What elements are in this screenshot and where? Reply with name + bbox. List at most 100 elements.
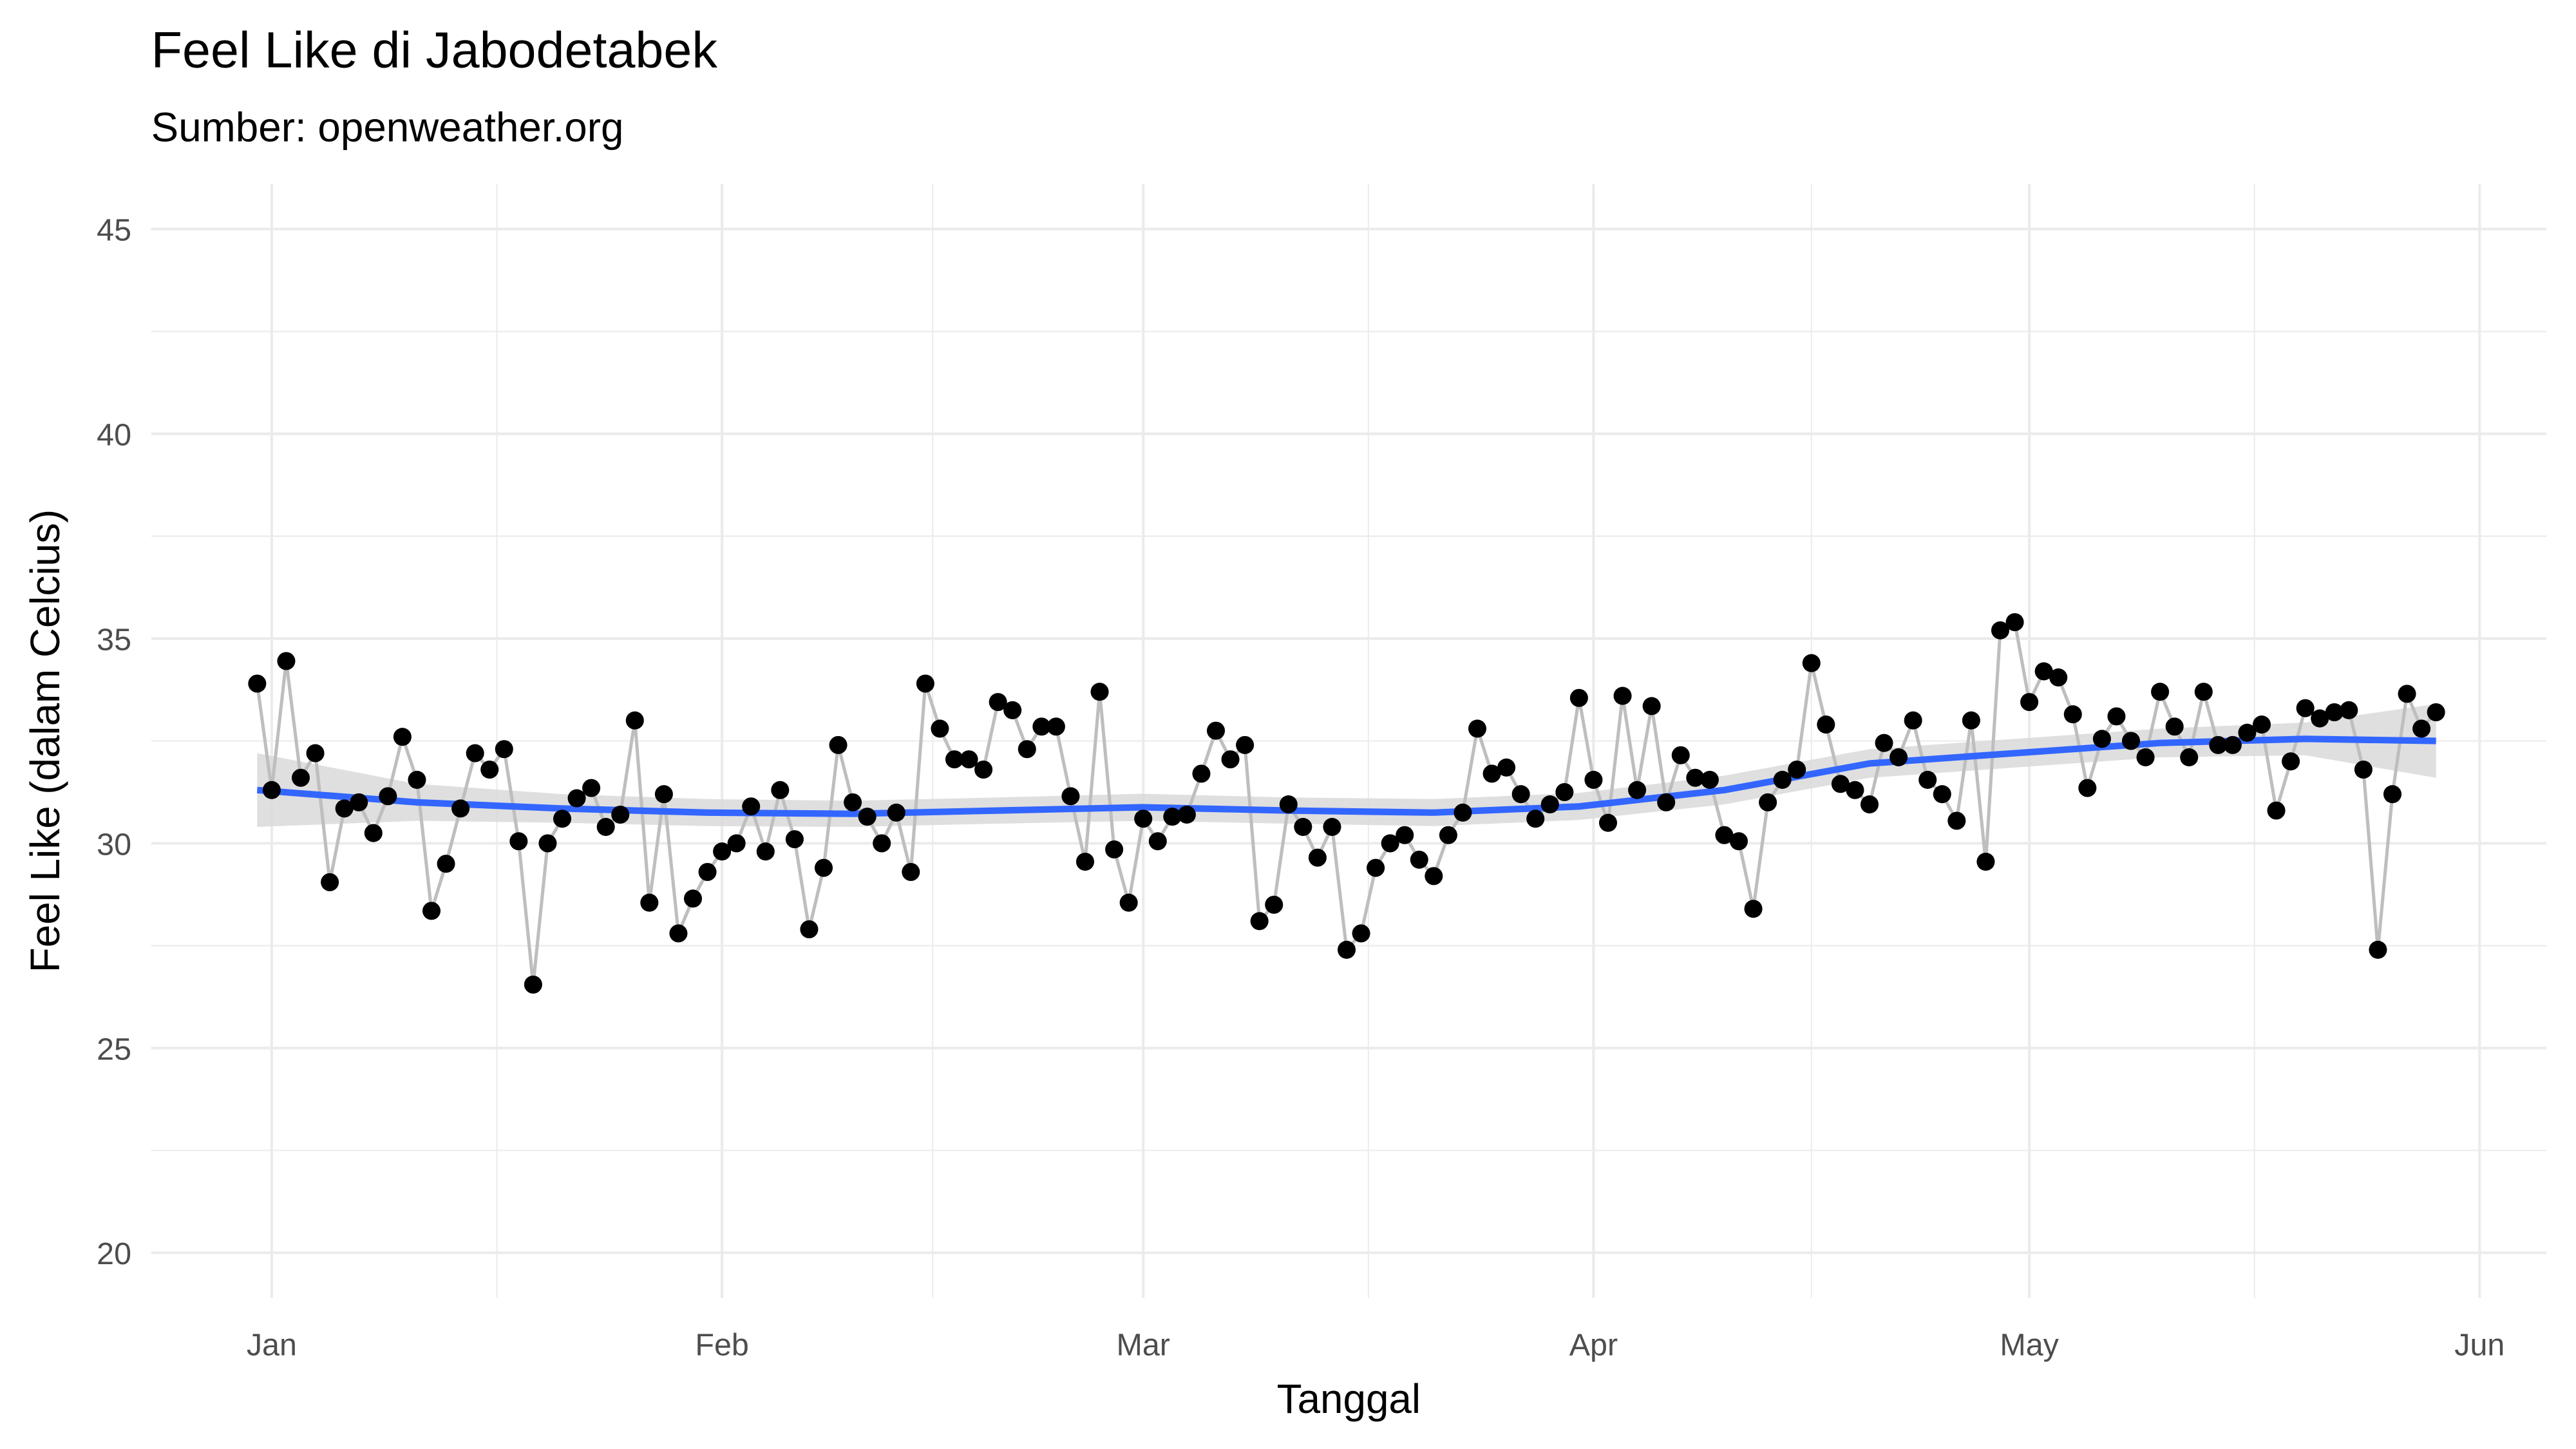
data-point [2354, 760, 2372, 779]
data-point [1569, 688, 1588, 707]
data-point [2325, 703, 2344, 722]
data-point [974, 760, 993, 779]
smooth-line [256, 735, 2436, 817]
data-point [2369, 940, 2387, 959]
data-point [2020, 693, 2039, 712]
data-point [1381, 834, 1399, 853]
data-point [654, 785, 673, 804]
data-point [1817, 715, 1835, 734]
data-point [640, 893, 659, 912]
data-point [800, 920, 819, 939]
data-point [2340, 701, 2358, 719]
data-point [393, 728, 412, 746]
data-point [945, 750, 964, 769]
data-point [2252, 715, 2271, 734]
data-point [1671, 746, 1690, 764]
data-point [538, 834, 557, 853]
data-point [1090, 683, 1109, 701]
data-point [1323, 818, 1341, 837]
data-point [1831, 775, 1850, 793]
data-point [2398, 685, 2416, 703]
x-tick-label: May [2000, 1328, 2059, 1363]
data-point [916, 674, 934, 693]
data-point [713, 842, 732, 861]
data-point [2267, 801, 2286, 820]
data-point [1279, 795, 1298, 814]
data-point [1308, 848, 1327, 867]
data-point [2151, 683, 2170, 701]
data-point [2180, 748, 2199, 766]
data-point [1657, 793, 1676, 811]
y-tick-label: 35 [97, 622, 131, 657]
data-point [1163, 808, 1182, 826]
data-point [2063, 705, 2082, 724]
data-point [582, 779, 601, 797]
data-point [611, 805, 630, 824]
data-point [480, 760, 499, 779]
data-point [596, 818, 615, 837]
x-tick-label: Apr [1569, 1328, 1618, 1363]
data-point [1991, 621, 2010, 639]
data-point [1454, 803, 1472, 822]
data-point [1337, 940, 1356, 959]
data-point [683, 889, 703, 908]
data-point [2078, 779, 2097, 797]
data-point [248, 674, 267, 693]
data-point [2238, 723, 2257, 742]
data-point [1192, 764, 1211, 783]
data-point [698, 862, 717, 882]
data-point [1105, 840, 1124, 859]
data-point [1367, 858, 1385, 877]
data-point [887, 803, 905, 822]
data-point [1352, 924, 1370, 943]
data-point [2034, 662, 2053, 681]
data-point [844, 793, 862, 811]
data-point [2092, 730, 2111, 748]
data-point [306, 744, 325, 762]
data-point [466, 744, 484, 762]
data-point [1686, 768, 1705, 787]
confidence-band [257, 704, 2436, 828]
data-point [451, 799, 470, 818]
data-point [989, 693, 1007, 712]
data-point [1715, 826, 1734, 844]
data-point [1628, 781, 1647, 799]
data-point [2049, 668, 2068, 687]
data-point [2209, 735, 2228, 754]
data-point [2107, 707, 2126, 726]
data-point [2383, 785, 2402, 804]
data-point [364, 824, 383, 842]
data-point [902, 862, 920, 882]
data-point [1700, 770, 1719, 789]
x-tick-label: Feb [695, 1328, 749, 1363]
data-point [1032, 717, 1051, 736]
data-point [1236, 735, 1255, 754]
data-point [495, 740, 513, 759]
data-point [1875, 734, 1893, 752]
data-point [814, 858, 833, 877]
data-point [1642, 697, 1661, 715]
data-point [1962, 711, 1980, 730]
data-point [1468, 719, 1487, 738]
data-point [1046, 717, 1065, 736]
data-point [625, 711, 644, 730]
y-tick-label: 30 [97, 827, 131, 862]
data-point [1555, 782, 1574, 802]
data-point [1265, 895, 1283, 914]
data-point [742, 797, 761, 816]
data-point [509, 832, 528, 851]
data-point [1918, 770, 1937, 789]
data-point [1482, 764, 1501, 783]
data-point [960, 750, 978, 769]
data-point [1177, 805, 1196, 824]
data-point [2165, 717, 2184, 736]
data-point [2194, 683, 2213, 701]
data-point [1018, 740, 1036, 759]
data-point [1584, 770, 1603, 789]
data-point [1846, 781, 1864, 799]
data-point [379, 787, 397, 806]
data-point [1540, 795, 1559, 814]
data-point [335, 799, 354, 818]
y-tick-label: 45 [97, 213, 131, 248]
y-axis-title: Feel Like (dalam Celcius) [22, 509, 68, 972]
